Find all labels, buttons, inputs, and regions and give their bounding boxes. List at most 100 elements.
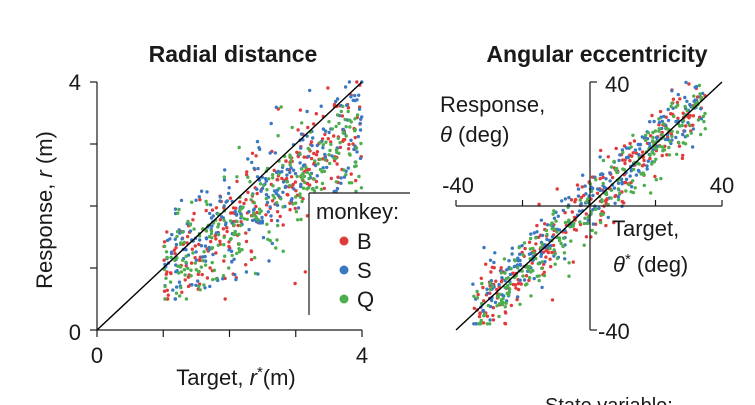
radial-point-Q xyxy=(354,189,358,193)
radial-point-S xyxy=(358,121,362,126)
radial-point-B xyxy=(355,80,359,84)
radial-point-Q xyxy=(302,174,307,179)
angular-point-Q xyxy=(499,271,503,275)
radial-point-S xyxy=(180,237,184,241)
radial-point-Q xyxy=(354,146,359,150)
radial-point-Q xyxy=(275,201,279,205)
angular-point-S xyxy=(637,152,641,157)
angular-point-Q xyxy=(669,104,673,109)
radial-point-S xyxy=(274,105,278,110)
angular-point-S xyxy=(540,285,544,290)
radial-point-S xyxy=(223,223,228,227)
angular-point-Q xyxy=(615,170,619,175)
radial-point-Q xyxy=(222,243,226,247)
angular-point-Q xyxy=(561,236,566,240)
angular-point-S xyxy=(561,208,565,213)
radial-y-tick-min: 0 xyxy=(69,320,81,345)
radial-point-Q xyxy=(347,181,352,185)
radial-point-B xyxy=(332,159,337,163)
angular-y-tick-max: 40 xyxy=(605,72,629,97)
radial-point-Q xyxy=(298,195,303,199)
radial-point-B xyxy=(354,178,358,183)
angular-point-S xyxy=(674,135,678,140)
radial-point-Q xyxy=(237,232,241,236)
angular-point-S xyxy=(657,120,662,125)
angular-point-Q xyxy=(600,198,604,202)
angular-point-S xyxy=(550,235,555,239)
angular-point-B xyxy=(491,318,496,322)
radial-point-S xyxy=(345,103,349,107)
radial-point-B xyxy=(288,201,292,205)
radial-point-S xyxy=(275,219,280,223)
radial-point-Q xyxy=(322,169,327,173)
angular-point-Q xyxy=(480,281,484,286)
angular-point-Q xyxy=(523,283,528,287)
angular-point-Q xyxy=(482,314,486,318)
angular-point-S xyxy=(493,251,497,255)
radial-point-Q xyxy=(294,201,298,205)
radial-point-B xyxy=(275,177,279,182)
angular-point-Q xyxy=(652,152,656,156)
angular-point-B xyxy=(575,183,580,187)
radial-point-S xyxy=(234,277,238,282)
radial-point-Q xyxy=(335,113,340,117)
angular-point-S xyxy=(624,146,629,150)
radial-point-S xyxy=(264,193,269,197)
angular-point-B xyxy=(628,141,632,146)
angular-point-B xyxy=(632,139,637,143)
angular-point-Q xyxy=(521,253,525,257)
radial-point-Q xyxy=(188,223,192,227)
radial-point-Q xyxy=(335,150,339,154)
radial-point-Q xyxy=(239,214,244,219)
radial-point-S xyxy=(341,127,345,132)
radial-point-Q xyxy=(235,175,239,179)
angular-point-S xyxy=(505,268,509,272)
radial-point-B xyxy=(349,172,353,176)
angular-point-Q xyxy=(508,282,512,286)
radial-point-Q xyxy=(233,229,237,234)
angular-point-B xyxy=(681,153,685,158)
angular-point-Q xyxy=(542,273,547,278)
radial-point-S xyxy=(308,88,312,93)
angular-point-S xyxy=(638,142,643,147)
radial-point-S xyxy=(263,177,268,181)
angular-point-Q xyxy=(527,268,531,272)
angular-point-Q xyxy=(680,123,684,128)
angular-point-S xyxy=(628,174,632,178)
angular-point-Q xyxy=(662,122,666,126)
radial-point-Q xyxy=(270,173,275,177)
angular-point-Q xyxy=(475,296,479,300)
angular-point-B xyxy=(620,199,624,204)
radial-point-S xyxy=(233,209,237,214)
angular-point-S xyxy=(616,181,621,185)
angular-point-S xyxy=(619,177,624,181)
angular-point-B xyxy=(631,151,635,155)
angular-point-S xyxy=(563,197,568,201)
radial-point-S xyxy=(222,204,226,208)
radial-point-B xyxy=(314,112,318,116)
radial-point-Q xyxy=(179,285,183,290)
angular-point-Q xyxy=(567,274,571,278)
angular-point-Q xyxy=(609,165,614,169)
radial-point-S xyxy=(284,184,288,188)
angular-point-B xyxy=(677,144,682,148)
angular-point-S xyxy=(681,132,685,137)
radial-point-S xyxy=(352,147,356,152)
radial-point-Q xyxy=(353,127,357,132)
angular-point-B xyxy=(555,187,559,191)
angular-point-B xyxy=(680,156,685,161)
radial-point-Q xyxy=(182,268,187,272)
radial-point-S xyxy=(310,143,314,148)
radial-point-B xyxy=(305,214,310,218)
radial-point-Q xyxy=(330,127,335,131)
angular-point-B xyxy=(546,250,551,255)
radial-point-Q xyxy=(319,187,324,191)
angular-point-S xyxy=(693,85,697,90)
radial-point-Q xyxy=(299,174,303,178)
angular-point-Q xyxy=(654,178,658,182)
angular-point-Q xyxy=(651,135,655,140)
angular-point-Q xyxy=(660,133,664,137)
radial-point-S xyxy=(321,127,326,131)
radial-point-Q xyxy=(240,206,244,210)
angular-x-label-line1: Target, xyxy=(612,216,679,241)
